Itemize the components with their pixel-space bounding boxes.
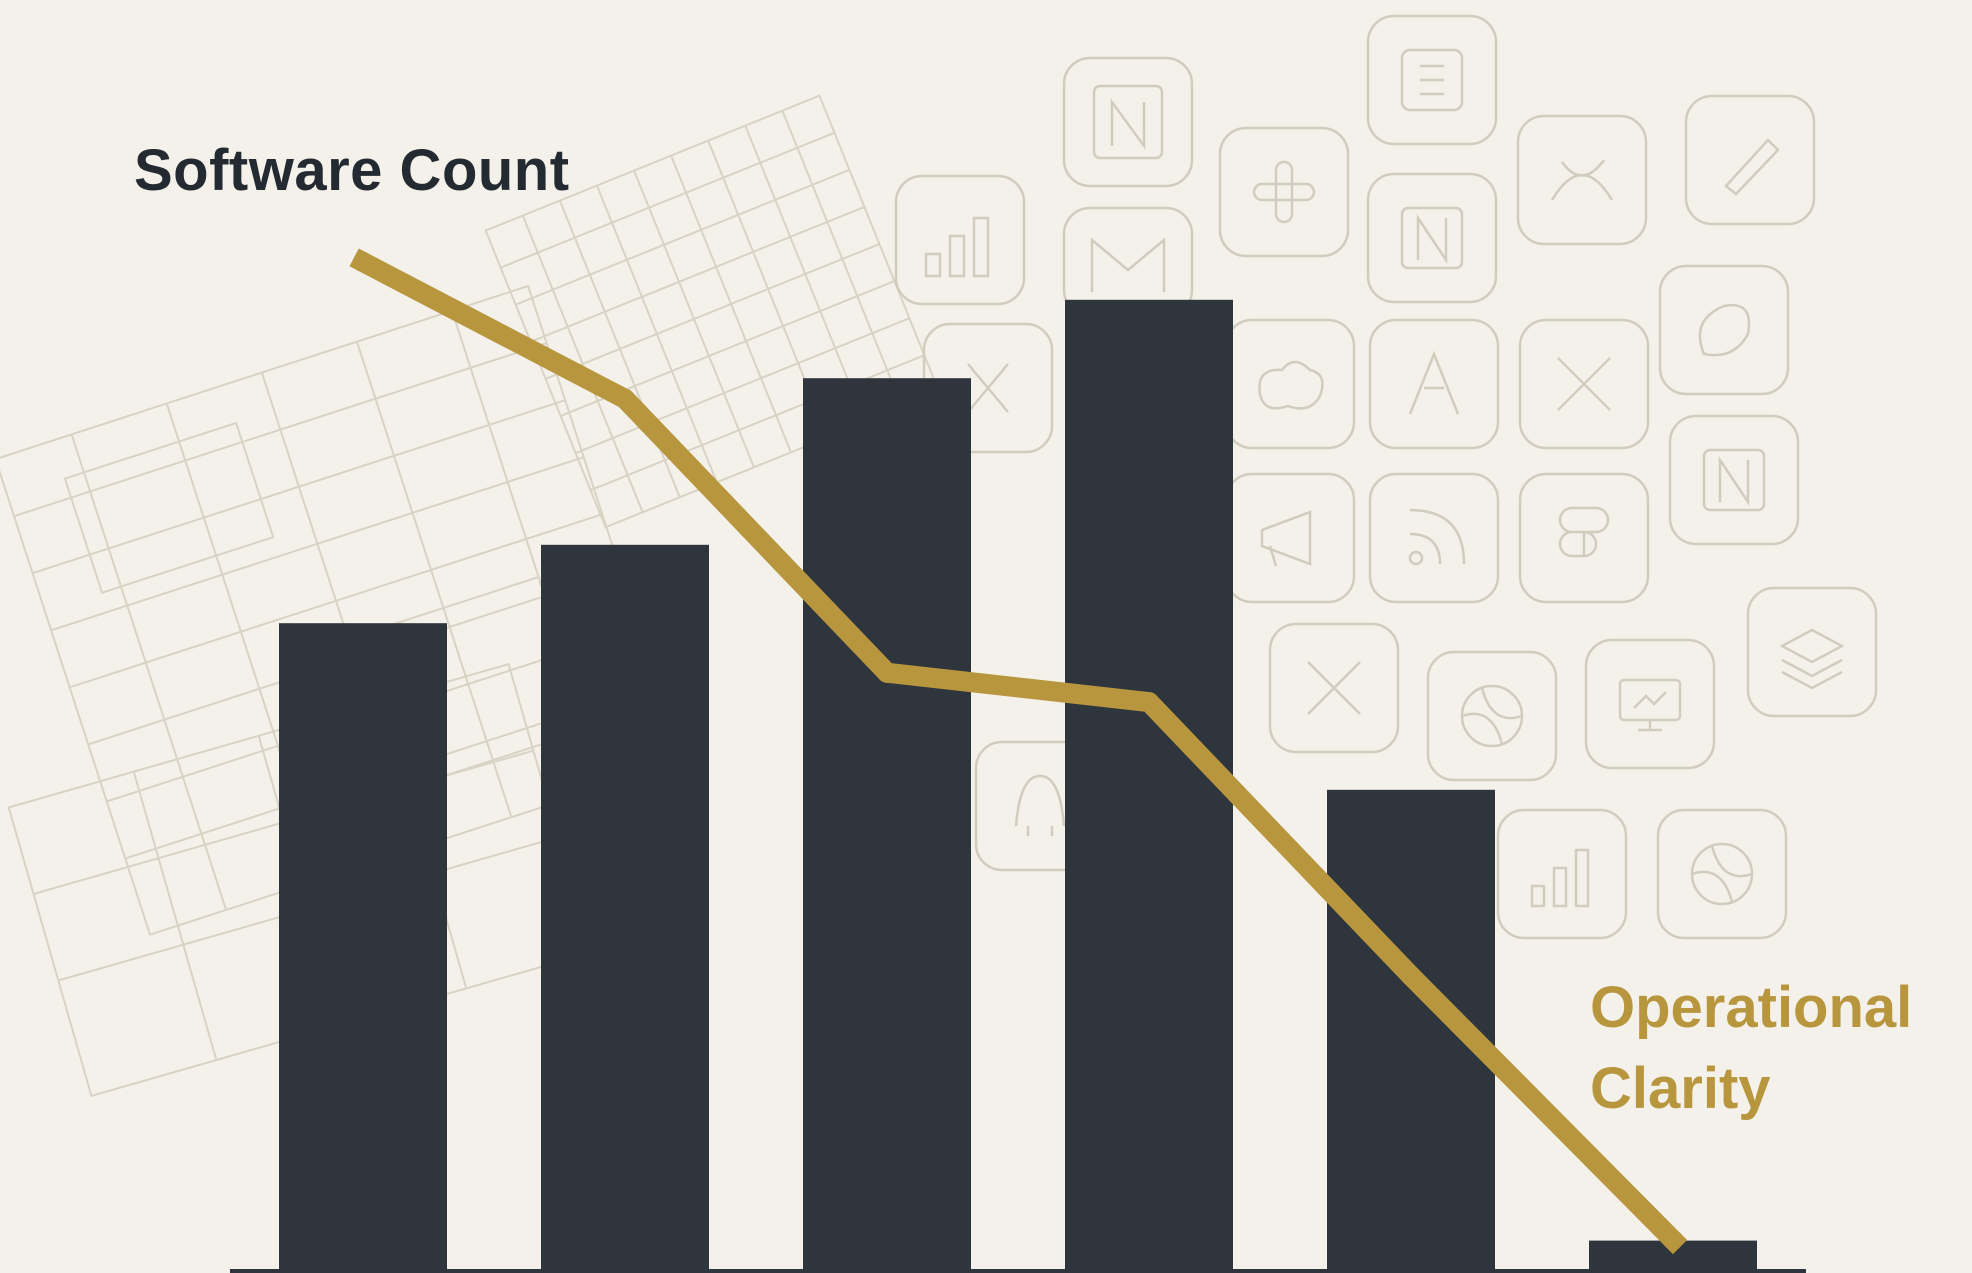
bar-2 (541, 544, 709, 1270)
line-point-4 (1139, 692, 1159, 713)
x-icon (1268, 622, 1400, 754)
salesforce-icon (1224, 318, 1356, 450)
figma-icon (1518, 472, 1650, 604)
line-series-label-line-2: Clarity (1590, 1056, 1771, 1121)
evernote-icon (1518, 318, 1650, 450)
bar-1 (279, 623, 447, 1270)
background-app-icons (894, 14, 1878, 940)
stack-icon (1366, 14, 1498, 146)
line-point-5 (1401, 965, 1421, 986)
bar-series-label: Software Count (134, 138, 570, 203)
notion-icon (1366, 172, 1498, 304)
megaphone-icon (1224, 472, 1356, 604)
line-path (349, 248, 1688, 1255)
notion-icon (1668, 414, 1800, 546)
line-point-1 (353, 252, 373, 272)
rss-icon (1368, 472, 1500, 604)
line-series-label-line-1: Operational (1590, 975, 1912, 1040)
aperture-icon (1426, 650, 1558, 782)
line-point-3 (877, 662, 897, 683)
slack-icon (1218, 126, 1350, 258)
line-point-2 (615, 388, 635, 409)
notion-icon (1062, 56, 1194, 188)
line-series (349, 248, 1688, 1255)
background-sketch (0, 94, 941, 1098)
bar-chart-icon (1496, 808, 1628, 940)
linear-icon (1368, 318, 1500, 450)
script-icon (1658, 264, 1790, 396)
line-point-6 (1663, 1230, 1683, 1250)
aperture-icon (1656, 808, 1788, 940)
asana-icon (1516, 114, 1648, 246)
pen-icon (1684, 94, 1816, 226)
monitor-icon (1584, 638, 1716, 770)
bar-3 (803, 378, 971, 1270)
bar-4 (1065, 299, 1233, 1270)
bar-chart-icon (894, 174, 1026, 306)
layers-icon (1746, 586, 1878, 718)
